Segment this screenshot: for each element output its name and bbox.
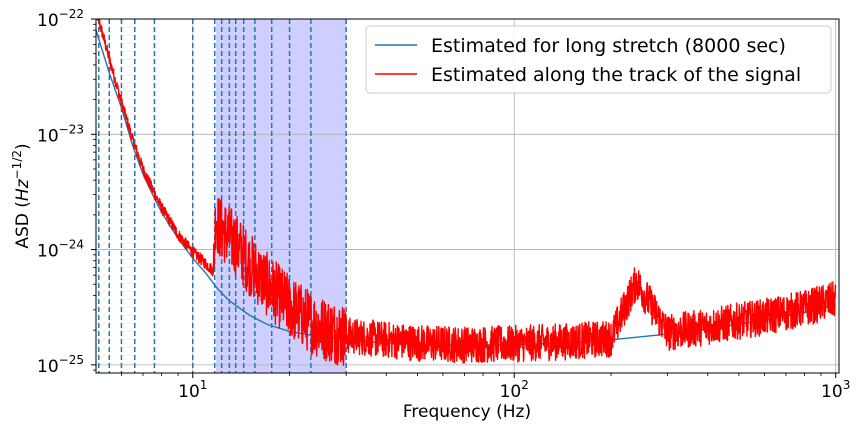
x-tick-label: 101 [178, 378, 207, 402]
ticks-layer: 101 102 103 10−25 10−24 10−23 10−22 [37, 7, 850, 402]
x-axis-title: Frequency (Hz) [403, 402, 531, 422]
x-tick-label: 102 [500, 378, 529, 402]
legend-label-long-stretch: Estimated for long stretch (8000 sec) [431, 35, 786, 57]
legend-label-signal-track: Estimated along the track of the signal [431, 64, 801, 86]
x-tick-label: 103 [821, 378, 850, 402]
legend-box [365, 25, 832, 94]
y-axis-title-base: Hz [13, 178, 33, 201]
y-axis-title: ASD (Hz−1/2) [10, 143, 33, 248]
vertical-lines-layer [98, 19, 347, 373]
legend: Estimated for long stretch (8000 sec) Es… [365, 25, 832, 94]
series-layer [96, 19, 837, 367]
y-tick-label: 10−25 [37, 353, 84, 377]
y-tick-label: 10−23 [37, 122, 84, 146]
plot-frame [95, 18, 840, 374]
y-axis-title-suffix: ) [13, 143, 33, 150]
y-axis-title-prefix: ASD ( [13, 201, 33, 249]
y-axis-title-exponent: −1/2 [10, 150, 24, 179]
y-tick-label: 10−22 [37, 7, 84, 31]
series-line-signal-track [97, 19, 837, 367]
y-tick-label: 10−24 [37, 238, 84, 262]
